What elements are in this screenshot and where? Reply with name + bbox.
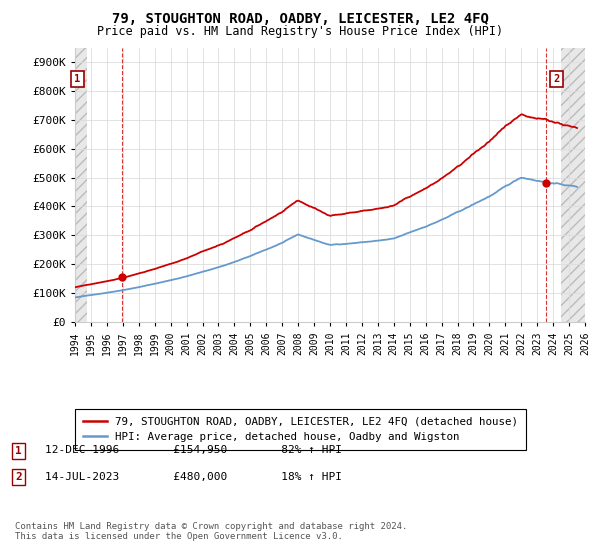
Text: 12-DEC-1996        £154,950        82% ↑ HPI: 12-DEC-1996 £154,950 82% ↑ HPI [45, 445, 342, 455]
Text: Contains HM Land Registry data © Crown copyright and database right 2024.
This d: Contains HM Land Registry data © Crown c… [15, 522, 407, 542]
Text: Price paid vs. HM Land Registry's House Price Index (HPI): Price paid vs. HM Land Registry's House … [97, 25, 503, 38]
Text: 2: 2 [553, 74, 559, 85]
Legend: 79, STOUGHTON ROAD, OADBY, LEICESTER, LE2 4FQ (detached house), HPI: Average pri: 79, STOUGHTON ROAD, OADBY, LEICESTER, LE… [76, 409, 526, 450]
Bar [75, 48, 87, 322]
Text: 2: 2 [15, 472, 22, 482]
Text: 79, STOUGHTON ROAD, OADBY, LEICESTER, LE2 4FQ: 79, STOUGHTON ROAD, OADBY, LEICESTER, LE… [112, 12, 488, 26]
Text: 14-JUL-2023        £480,000        18% ↑ HPI: 14-JUL-2023 £480,000 18% ↑ HPI [45, 472, 342, 482]
Text: 1: 1 [15, 446, 22, 456]
Bar [561, 48, 585, 322]
Text: 1: 1 [74, 74, 80, 85]
